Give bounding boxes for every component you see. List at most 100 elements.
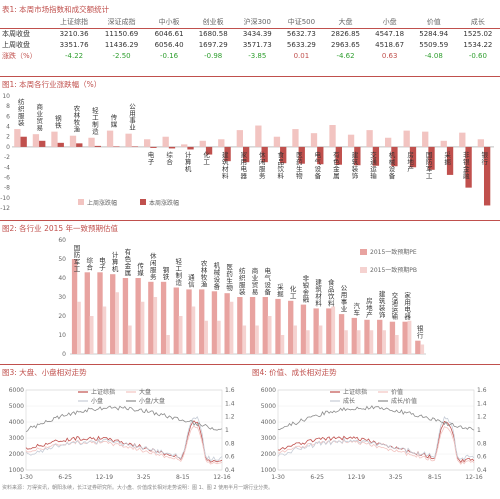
category-label: 商业贸易 bbox=[37, 102, 44, 132]
bar-this-week bbox=[242, 146, 250, 163]
bar-this-week bbox=[446, 146, 454, 175]
legend-swatch bbox=[360, 249, 367, 255]
category-label: 有色金属 bbox=[333, 150, 340, 180]
fig3-title: 图3: 大盘、小盘相对走势 bbox=[2, 368, 87, 377]
table-header-cell: 上证综指 bbox=[52, 17, 97, 29]
category-label: 非银金融 bbox=[303, 274, 310, 304]
bar-this-week bbox=[372, 146, 380, 166]
category-label: 计算机 bbox=[185, 150, 192, 173]
bar-pe bbox=[313, 308, 319, 354]
y-tick-label-right: 1.4 bbox=[225, 400, 235, 407]
category-label: 建筑材料 bbox=[222, 150, 229, 180]
series-line bbox=[277, 420, 475, 464]
y-tick-label: 10 bbox=[58, 332, 66, 339]
x-tick-label: 6-25 bbox=[310, 474, 324, 481]
y-tick-label-left: 6000 bbox=[261, 387, 276, 394]
legend: 上周涨跌幅 本周涨跌幅 bbox=[78, 199, 179, 207]
y-tick-label-right: 0.6 bbox=[225, 454, 235, 461]
y-tick-label-left: 5000 bbox=[261, 403, 276, 410]
y-tick-label: 0 bbox=[6, 144, 10, 151]
change-cell: -0.60 bbox=[468, 51, 487, 60]
table-header-cell: 大盘 bbox=[323, 17, 368, 29]
category-label: 有色金属 bbox=[125, 247, 132, 277]
x-tick-label: 12-16 bbox=[465, 474, 483, 481]
bar-pe bbox=[97, 272, 103, 354]
category-label: 医药生物 bbox=[226, 263, 233, 292]
bar-this-week bbox=[131, 146, 139, 147]
table-row-change: 涨跌（%） -4.22 -2.50 -0.16 -0.98 -3.85 0.01… bbox=[0, 50, 500, 61]
category-label: 纺织服装 bbox=[239, 266, 246, 296]
bar-pb bbox=[293, 325, 297, 354]
category-label: 建筑装饰 bbox=[379, 289, 386, 319]
table-cell: 1534.22 bbox=[463, 40, 493, 49]
category-label: 纺织服装 bbox=[18, 97, 25, 127]
table-header-cell: 沪深300 bbox=[235, 17, 280, 29]
table-header-cell: 价值 bbox=[411, 17, 456, 29]
bar-pb bbox=[343, 330, 348, 354]
category-label: 汽车 bbox=[353, 301, 360, 317]
bar-pb bbox=[191, 306, 196, 354]
bar-this-week bbox=[428, 146, 435, 170]
bar-pe bbox=[338, 314, 345, 354]
table-cell: 4547.18 bbox=[375, 29, 405, 38]
y-tick-label-left: 2000 bbox=[9, 451, 24, 458]
change-cell: -4.62 bbox=[336, 51, 355, 60]
legend-label: 本周涨跌幅 bbox=[149, 199, 179, 207]
row-label: 涨跌（%） bbox=[2, 51, 37, 60]
category-label: 电气设备 bbox=[264, 266, 271, 296]
category-label: 休闲服务 bbox=[259, 150, 266, 180]
bar-pe bbox=[135, 278, 141, 354]
table-cell: 4518.67 bbox=[375, 40, 405, 49]
y-tick-label-right: 0.6 bbox=[477, 454, 487, 461]
table-row: 上周收盘 3351.76 11436.29 6056.40 1697.29 35… bbox=[0, 39, 500, 50]
y-tick-label: -8 bbox=[4, 185, 10, 192]
bar-this-week bbox=[298, 146, 305, 164]
category-label: 建筑材料 bbox=[315, 277, 322, 307]
category-label: 计算机 bbox=[112, 250, 119, 273]
bar-pb bbox=[305, 330, 310, 354]
y-tick-label-left: 4000 bbox=[9, 419, 24, 426]
category-label: 钢铁 bbox=[55, 115, 62, 130]
y-tick-label-left: 1000 bbox=[9, 467, 24, 474]
category-label: 轻工制造 bbox=[92, 106, 99, 136]
bar-pb bbox=[280, 335, 285, 354]
category-label: 机械设备 bbox=[389, 150, 396, 180]
category-label: 食品饮料 bbox=[278, 150, 285, 180]
category-label: 机械设备 bbox=[214, 260, 221, 290]
bar-pb bbox=[318, 325, 323, 354]
bar-last-week bbox=[292, 129, 299, 147]
bar-pb bbox=[254, 325, 259, 354]
y-tick-label: -4 bbox=[4, 164, 10, 171]
table-title: 表1: 本周市场指数和成交额统计 bbox=[2, 5, 110, 14]
bar-pe bbox=[173, 287, 179, 354]
bar-this-week bbox=[261, 146, 268, 163]
legend-swatch bbox=[78, 199, 84, 205]
bar-last-week bbox=[440, 140, 447, 147]
bar-this-week bbox=[168, 146, 176, 149]
series-line bbox=[25, 420, 223, 463]
category-label: 家用电器 bbox=[240, 150, 247, 180]
legend-label: 小盘/大盘 bbox=[139, 397, 165, 405]
bar-last-week bbox=[143, 139, 151, 147]
bar-pe bbox=[402, 321, 408, 354]
bar-pe bbox=[71, 259, 78, 354]
table-row: 本周收盘 3210.36 11150.69 6046.61 1680.58 34… bbox=[0, 28, 500, 39]
y-tick-label-left: 5000 bbox=[9, 403, 24, 410]
y-tick-label: 60 bbox=[58, 237, 66, 244]
table-cell: 1680.58 bbox=[198, 29, 228, 38]
x-tick-label: 6-25 bbox=[58, 474, 72, 481]
table-cell: 1697.29 bbox=[198, 40, 228, 49]
bar-pb bbox=[331, 306, 336, 354]
x-tick-label: 1-30 bbox=[271, 474, 285, 481]
category-label: 公用事业 bbox=[341, 284, 348, 313]
bar-pe bbox=[415, 340, 421, 354]
y-tick-label-right: 0.4 bbox=[477, 467, 487, 474]
y-tick-label-right: 0.8 bbox=[225, 440, 235, 447]
x-tick-label: 12-16 bbox=[213, 474, 231, 481]
category-label: 银行 bbox=[417, 324, 424, 340]
fig2-title: 图2: 各行业 2015 年一致预期估值 bbox=[2, 224, 119, 233]
bar-pe bbox=[160, 281, 167, 354]
bar-pb bbox=[127, 325, 132, 354]
large-small-cap-chart: 6000 5000 4000 3000 2000 1000 1.6 1.4 1.2 1 0.8 0.6… bbox=[9, 387, 235, 481]
bar-this-week bbox=[20, 136, 27, 147]
